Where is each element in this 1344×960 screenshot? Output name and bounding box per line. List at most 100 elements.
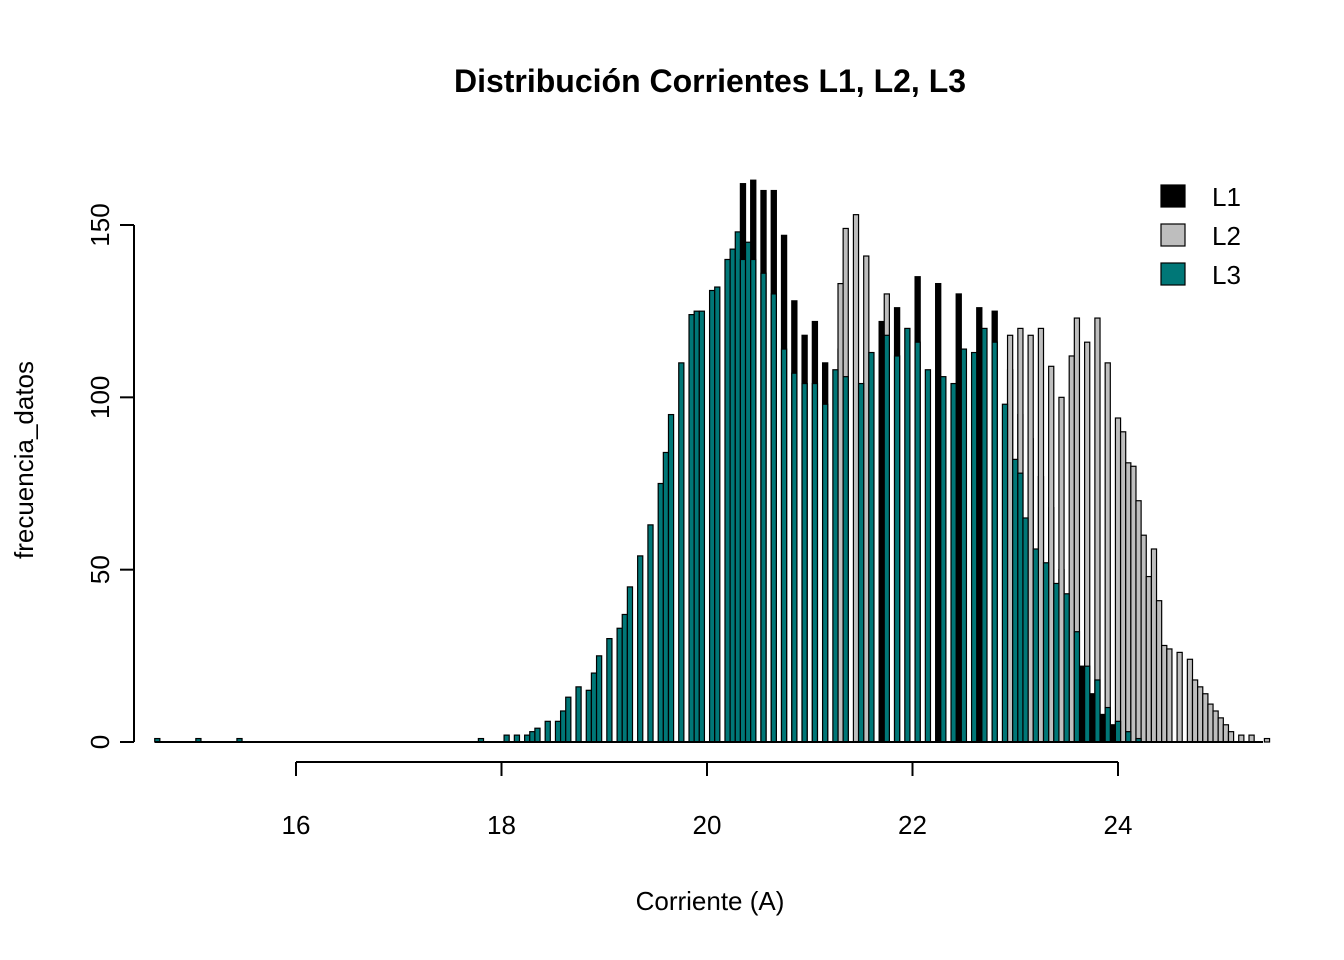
bar-l1 xyxy=(1109,724,1117,743)
bar-l3 xyxy=(868,351,875,743)
x-axis-label: Corriente (A) xyxy=(636,886,785,916)
bar-l2 xyxy=(1161,644,1168,743)
bar-l3 xyxy=(575,686,582,743)
bar-l3 xyxy=(1084,665,1091,743)
y-axis-label: frecuencia_datos xyxy=(9,361,39,559)
bar-l3 xyxy=(626,586,634,743)
bar-l3 xyxy=(960,348,968,743)
bar-l3 xyxy=(857,382,865,743)
bar-l3 xyxy=(801,382,808,743)
bar-l3 xyxy=(821,403,829,743)
legend-swatch xyxy=(1160,223,1186,247)
bar-l2 xyxy=(1135,500,1142,743)
bar-l2 xyxy=(1119,431,1127,743)
bar-l3 xyxy=(780,348,788,743)
bar-l3 xyxy=(1012,458,1019,743)
bars-group xyxy=(154,179,1271,743)
bar-l3 xyxy=(970,351,978,743)
bar-l3 xyxy=(606,637,613,743)
bar-l2 xyxy=(852,214,860,743)
bar-l1 xyxy=(935,282,942,743)
bar-l2 xyxy=(1048,365,1055,743)
bar-l3 xyxy=(940,376,947,743)
bar-l3 xyxy=(760,272,767,743)
bar-l2 xyxy=(1104,362,1111,743)
bar-l3 xyxy=(529,731,536,743)
bar-l2 xyxy=(1058,396,1065,743)
bar-l3 xyxy=(688,314,695,743)
bar-l3 xyxy=(662,451,670,743)
bar-l2 xyxy=(1068,355,1075,743)
bar-l2 xyxy=(1006,334,1014,743)
x-tick-label: 16 xyxy=(282,810,311,840)
axes-group: 16 18 20 22 24 0 50 100 150 xyxy=(85,203,1263,840)
bar-l2 xyxy=(1217,717,1224,743)
bar-l3 xyxy=(1022,517,1029,743)
bar-l3 xyxy=(991,341,998,743)
x-tick-label: 22 xyxy=(898,810,927,840)
bar-l2 xyxy=(1037,327,1045,743)
bar-l2 xyxy=(1145,575,1153,743)
bar-l2 xyxy=(1125,462,1132,743)
bar-l3 xyxy=(811,382,819,743)
bar-l3 xyxy=(904,327,911,743)
bar-l3 xyxy=(657,482,664,743)
bar-l3 xyxy=(616,627,623,743)
bar-l3 xyxy=(950,382,957,743)
bar-l3 xyxy=(513,734,521,743)
bar-l3 xyxy=(621,613,628,743)
bar-l1 xyxy=(1089,693,1096,743)
bar-l3 xyxy=(667,413,675,743)
bar-l2 xyxy=(1191,679,1199,743)
x-tick-label: 24 xyxy=(1104,810,1133,840)
legend-swatch xyxy=(1160,184,1186,208)
bar-l2 xyxy=(1212,710,1219,743)
series-l3 xyxy=(154,231,1142,743)
bar-l3 xyxy=(750,258,757,743)
y-tick-label: 100 xyxy=(85,376,115,419)
bar-l3 xyxy=(924,369,932,743)
bar-l3 xyxy=(791,372,798,743)
bar-l3 xyxy=(739,258,747,743)
bar-l3 xyxy=(503,734,510,743)
bar-l3 xyxy=(534,727,541,743)
bar-l3 xyxy=(585,689,593,743)
legend-label: L2 xyxy=(1212,221,1241,251)
x-tick-label: 18 xyxy=(487,810,516,840)
legend: L1 L2 L3 xyxy=(1160,182,1241,290)
bar-l3 xyxy=(893,355,901,743)
bar-l3 xyxy=(544,720,551,743)
bar-l3 xyxy=(714,286,721,743)
bar-l2 xyxy=(1186,658,1194,743)
bar-l2 xyxy=(863,255,870,743)
bar-l3 xyxy=(1125,731,1132,743)
bar-l3 xyxy=(565,696,572,743)
bar-l3 xyxy=(1104,706,1111,743)
chart-title: Distribución Corrientes L1, L2, L3 xyxy=(454,63,966,99)
bar-l2 xyxy=(1176,651,1183,743)
bar-l3 xyxy=(1001,403,1009,743)
bar-l2 xyxy=(1248,734,1255,743)
bar-l3 xyxy=(914,341,921,743)
bar-l2 xyxy=(1202,693,1209,743)
bar-l2 xyxy=(1130,465,1137,743)
bar-l1 xyxy=(976,307,983,743)
x-tick-label: 20 xyxy=(693,810,722,840)
bar-l3 xyxy=(1094,679,1101,743)
bar-l3 xyxy=(770,293,777,743)
bar-l3 xyxy=(637,555,644,743)
bar-l2 xyxy=(1150,548,1158,743)
bar-l3 xyxy=(724,258,731,743)
bar-l1 xyxy=(878,320,885,743)
legend-item-l1: L1 xyxy=(1160,182,1241,212)
legend-item-l2: L2 xyxy=(1160,221,1241,251)
bar-l1 xyxy=(1099,713,1106,743)
bar-l3 xyxy=(647,524,654,743)
bar-l3 xyxy=(1073,631,1081,743)
bar-l3 xyxy=(678,362,685,743)
legend-item-l3: L3 xyxy=(1160,260,1241,290)
bar-l2 xyxy=(1238,734,1245,743)
bar-l3 xyxy=(693,310,700,743)
bar-l2 xyxy=(1263,737,1271,743)
